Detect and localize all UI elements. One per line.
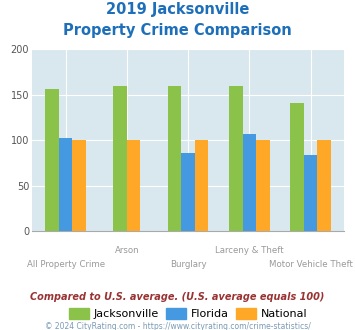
- Bar: [168, 86, 181, 231]
- Text: Property Crime Comparison: Property Crime Comparison: [63, 23, 292, 38]
- Bar: [243, 134, 256, 231]
- Bar: [127, 140, 140, 231]
- Text: 2019 Jacksonville: 2019 Jacksonville: [106, 2, 249, 16]
- Bar: [304, 155, 317, 231]
- Text: Compared to U.S. average. (U.S. average equals 100): Compared to U.S. average. (U.S. average …: [30, 292, 325, 302]
- Bar: [59, 138, 72, 231]
- Bar: [229, 86, 243, 231]
- Bar: [181, 153, 195, 231]
- Legend: Jacksonville, Florida, National: Jacksonville, Florida, National: [64, 304, 312, 324]
- Bar: [256, 140, 269, 231]
- Text: Burglary: Burglary: [170, 260, 207, 269]
- Text: Arson: Arson: [115, 246, 139, 254]
- Text: All Property Crime: All Property Crime: [27, 260, 105, 269]
- Text: Motor Vehicle Theft: Motor Vehicle Theft: [269, 260, 353, 269]
- Bar: [290, 103, 304, 231]
- Bar: [195, 140, 208, 231]
- Text: Larceny & Theft: Larceny & Theft: [215, 246, 284, 254]
- Bar: [72, 140, 86, 231]
- Bar: [113, 86, 127, 231]
- Bar: [317, 140, 331, 231]
- Bar: [45, 88, 59, 231]
- Text: © 2024 CityRating.com - https://www.cityrating.com/crime-statistics/: © 2024 CityRating.com - https://www.city…: [45, 322, 310, 330]
